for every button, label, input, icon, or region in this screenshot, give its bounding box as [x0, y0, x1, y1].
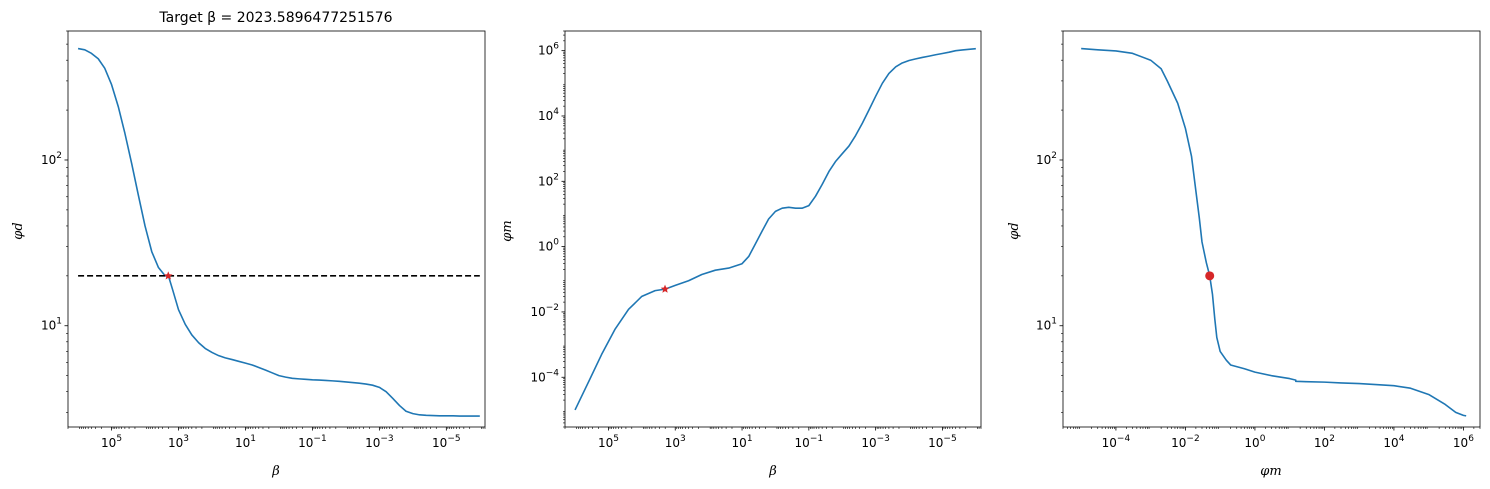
x-tick-label: 104	[1383, 434, 1404, 450]
series-line	[574, 47, 976, 411]
target-point-marker	[1205, 271, 1215, 281]
x-tick-label: 103	[665, 434, 686, 450]
y-tick-label: 101	[1036, 317, 1057, 333]
panel-2-plot-area: 105 103 101 10−1 10−3 10−5 10−4 10−2 100 102 104 10…	[530, 30, 982, 450]
panel-1-x-axis-label: β	[271, 464, 280, 479]
axes-frame	[67, 30, 486, 428]
x-tick-label: 10−3	[861, 434, 890, 450]
series-line	[77, 47, 480, 417]
y-tick-label: 10−4	[530, 368, 559, 384]
y-tick-label: 101	[41, 317, 62, 333]
x-tick-label: 106	[1453, 434, 1474, 450]
x-tick-label: 105	[598, 434, 619, 450]
x-tick-label: 10−1	[298, 434, 327, 450]
x-tick-label: 10−2	[1171, 434, 1200, 450]
panel-3-y-axis-label: φd	[1007, 222, 1022, 239]
x-tick-label: 103	[168, 434, 189, 450]
panel-2-x-axis-label: β	[768, 464, 777, 479]
y-tick-label: 106	[538, 42, 559, 58]
axes-frame	[564, 30, 982, 428]
y-tick-label: 10−2	[530, 303, 559, 319]
panel-1-y-axis-label: φd	[11, 222, 26, 239]
panel-3-plot-area: 10−4 10−2 100 102 104 106 101 102	[1036, 30, 1481, 450]
axes-frame	[1062, 30, 1481, 428]
x-tick-label: 100	[1244, 434, 1265, 450]
y-tick-label: 102	[538, 172, 559, 188]
x-tick-label: 10−5	[928, 434, 957, 450]
panel-2-y-axis-label: φm	[500, 220, 515, 241]
panel-phi-d-vs-phi-m: 10−4 10−2 100 102 104 106 101 102 φm φd	[1007, 30, 1481, 479]
y-tick-label: 102	[41, 151, 62, 167]
x-tick-label: 10−4	[1102, 434, 1131, 450]
panel-3-x-axis-label: φm	[1260, 464, 1281, 479]
y-tick-label: 104	[538, 107, 559, 123]
panel-phi-m-vs-beta: 105 103 101 10−1 10−3 10−5 10−4 10−2 100 102 104 10…	[500, 30, 982, 479]
x-tick-label: 102	[1314, 434, 1335, 450]
x-tick-label: 105	[101, 434, 122, 450]
x-tick-label: 101	[235, 434, 256, 450]
panel-phi-d-vs-beta: Target β = 2023.5896477251576 105 103 101 1…	[11, 10, 486, 479]
x-tick-label: 101	[732, 434, 753, 450]
x-tick-label: 10−1	[795, 434, 824, 450]
x-tick-label: 10−3	[365, 434, 394, 450]
panel-1-title: Target β = 2023.5896477251576	[158, 10, 392, 26]
y-tick-label: 100	[538, 238, 559, 254]
series-line	[1081, 47, 1467, 417]
panel-1-plot-area: 105 103 101 10−1 10−3 10−5 101 102	[41, 30, 486, 450]
target-point-marker	[660, 284, 670, 293]
target-point-marker	[163, 271, 173, 280]
y-tick-label: 102	[1036, 151, 1057, 167]
x-tick-label: 10−5	[432, 434, 461, 450]
